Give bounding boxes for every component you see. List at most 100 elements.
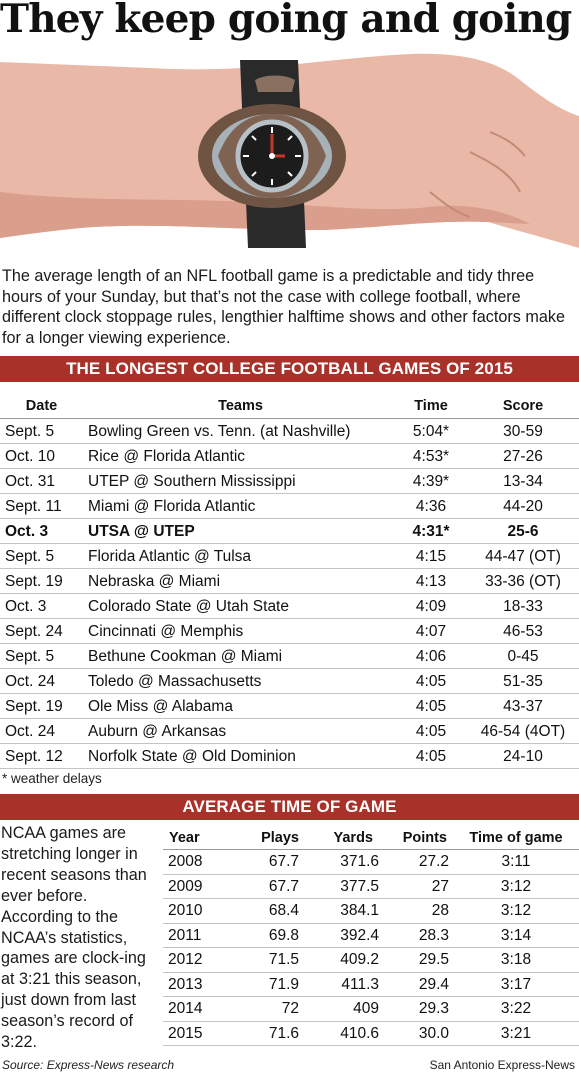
teams-cell: Norfolk State @ Old Dominion	[88, 748, 296, 765]
time-of-game-cell: 3:14	[500, 926, 532, 944]
plays-cell: 72	[281, 1000, 299, 1017]
points-cell: 27	[431, 877, 449, 895]
year-cell: 2008	[168, 853, 203, 870]
score-cell: 27-26	[503, 448, 543, 465]
time-cell: 4:05	[415, 748, 447, 765]
points-cell: 28.3	[418, 926, 449, 944]
points-cell: 30.0	[418, 1024, 449, 1042]
table-row: Sept. 19 Ole Miss @ Alabama 4:05 43-37	[0, 694, 579, 719]
yards-cell: 410.6	[340, 1024, 379, 1042]
date-cell: Oct. 24	[5, 723, 55, 740]
date-cell: Oct. 10	[5, 448, 55, 465]
table-row: Oct. 10 Rice @ Florida Atlantic 4:53* 27…	[0, 444, 579, 469]
date-cell: Sept. 19	[5, 698, 63, 715]
time-of-game-cell: 3:22	[500, 1000, 532, 1017]
table-header: Date Teams Time Score	[0, 394, 579, 419]
plays-cell: 69.8	[268, 926, 299, 944]
time-cell: 4:05	[415, 698, 447, 715]
plays-cell: 68.4	[268, 902, 299, 919]
table-row: Sept. 24 Cincinnati @ Memphis 4:07 46-53	[0, 619, 579, 644]
score-cell: 51-35	[503, 673, 543, 690]
table-row: Oct. 24 Auburn @ Arkansas 4:05 46-54 (4O…	[0, 719, 579, 744]
score-cell: 25-6	[507, 523, 539, 540]
yards-cell: 411.3	[341, 975, 379, 993]
plays-cell: 67.7	[268, 853, 299, 870]
date-cell: Sept. 5	[5, 648, 55, 665]
date-cell: Sept. 5	[5, 423, 55, 440]
date-cell: Oct. 3	[5, 523, 49, 540]
score-cell: 44-47 (OT)	[485, 548, 561, 565]
column-header: Time of game	[469, 830, 563, 846]
year-cell: 2015	[168, 1024, 203, 1042]
table-header: Year Plays Yards Points Time of game	[163, 826, 579, 850]
teams-cell: UTEP @ Southern Mississippi	[88, 473, 296, 490]
date-cell: Sept. 11	[5, 498, 62, 515]
time-cell: 4:09	[415, 598, 447, 615]
table-row: 2013 71.9 411.3 29.4 3:17	[163, 973, 579, 997]
score-cell: 13-34	[503, 473, 543, 490]
time-cell: 4:31*	[412, 523, 450, 540]
headline: They keep going and going ...	[0, 0, 579, 42]
credit-line: San Antonio Express-News	[429, 1058, 575, 1072]
points-cell: 28	[431, 902, 449, 919]
teams-cell: Colorado State @ Utah State	[88, 598, 289, 615]
teams-cell: Nebraska @ Miami	[88, 573, 221, 590]
table-row: Sept. 11 Miami @ Florida Atlantic 4:36 4…	[0, 494, 579, 519]
time-of-game-cell: 3:11	[501, 853, 531, 870]
date-cell: Oct. 24	[5, 673, 55, 690]
table-row: Sept. 5 Bowling Green vs. Tenn. (at Nash…	[0, 419, 579, 444]
time-cell: 5:04*	[412, 423, 450, 440]
teams-cell: Toledo @ Massachusetts	[88, 673, 262, 690]
score-cell: 18-33	[503, 598, 543, 615]
column-header: Date	[25, 398, 58, 414]
points-cell: 29.3	[418, 1000, 449, 1017]
wrist-football-watch-icon	[0, 53, 579, 248]
yards-cell: 377.5	[340, 877, 379, 895]
yards-cell: 384.1	[340, 902, 379, 919]
teams-cell: Miami @ Florida Atlantic	[88, 498, 256, 515]
points-cell: 27.2	[418, 853, 449, 870]
score-cell: 46-53	[503, 623, 543, 640]
time-cell: 4:15	[415, 548, 447, 565]
year-cell: 2011	[168, 926, 202, 944]
time-of-game-cell: 3:21	[500, 1024, 532, 1042]
teams-cell: Cincinnati @ Memphis	[88, 623, 244, 640]
footnote: * weather delays	[2, 771, 102, 786]
longest-games-title: THE LONGEST COLLEGE FOOTBALL GAMES OF 20…	[0, 356, 579, 382]
time-of-game-cell: 3:18	[500, 951, 532, 968]
year-cell: 2012	[168, 951, 203, 968]
date-cell: Oct. 31	[5, 473, 55, 490]
date-cell: Oct. 3	[5, 598, 47, 615]
yards-cell: 392.4	[340, 926, 379, 944]
table-row: Oct. 24 Toledo @ Massachusetts 4:05 51-3…	[0, 669, 579, 694]
plays-cell: 71.9	[268, 975, 299, 993]
date-cell: Sept. 19	[5, 573, 63, 590]
teams-cell: Ole Miss @ Alabama	[88, 698, 233, 715]
score-cell: 43-37	[503, 698, 543, 715]
time-cell: 4:06	[415, 648, 447, 665]
column-header: Teams	[218, 398, 263, 414]
time-cell: 4:05	[415, 673, 447, 690]
time-cell: 4:36	[415, 498, 447, 515]
plays-cell: 71.5	[268, 951, 299, 968]
column-header: Plays	[261, 830, 299, 846]
table-row: 2011 69.8 392.4 28.3 3:14	[163, 924, 579, 948]
longest-games-table: Date Teams Time Score Sept. 5 Bowling Gr…	[0, 394, 579, 769]
year-cell: 2013	[168, 975, 203, 993]
plays-cell: 71.6	[268, 1024, 299, 1042]
year-cell: 2010	[168, 902, 203, 919]
table-row: Sept. 19 Nebraska @ Miami 4:13 33-36 (OT…	[0, 569, 579, 594]
points-cell: 29.4	[418, 975, 449, 993]
time-cell: 4:39*	[412, 473, 450, 490]
time-cell: 4:13	[415, 573, 447, 590]
time-of-game-cell: 3:12	[500, 877, 532, 895]
intro-paragraph: The average length of an NFL football ga…	[2, 267, 565, 347]
year-cell: 2009	[168, 877, 203, 895]
table-row: Oct. 31 UTEP @ Southern Mississippi 4:39…	[0, 469, 579, 494]
teams-cell: Bowling Green vs. Tenn. (at Nashville)	[88, 423, 351, 440]
score-cell: 24-10	[503, 748, 543, 765]
source-note: Source: Express-News research	[2, 1058, 175, 1072]
column-header: Year	[169, 830, 200, 846]
table-row: 2015 71.6 410.6 30.0 3:21	[163, 1022, 579, 1046]
year-cell: 2014	[168, 1000, 203, 1017]
